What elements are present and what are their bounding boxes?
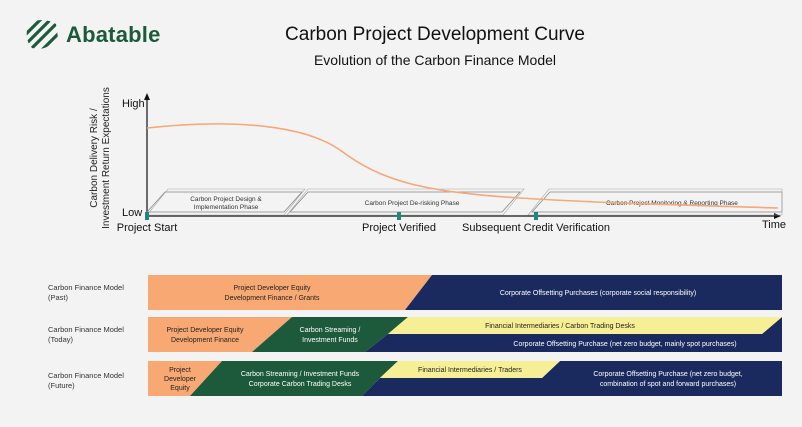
phase-design-box-outer (146, 188, 306, 216)
phase-design-label-line2: Implementation Phase (194, 204, 259, 211)
logo-text: Abatable (66, 22, 161, 47)
today-navy-segment (365, 317, 782, 352)
phase-design-box (146, 191, 303, 213)
past-navy-text: Corporate Offsetting Purchases (corporat… (500, 290, 696, 297)
future-navy-text-2: combination of spot and forward purchase… (600, 381, 736, 388)
y-axis-arrow-icon (144, 93, 150, 100)
future-navy-text-1: Corporate Offsetting Purchase (net zero … (593, 371, 742, 378)
phase-derisking-label: Carbon Project De-risking Phase (365, 200, 460, 207)
row-today-label-line2: (Today) (48, 335, 74, 344)
x-axis-arrow-icon (774, 213, 781, 219)
row-future-label-line1: Carbon Finance Model (48, 371, 124, 380)
phase-monitoring-label: Carbon Project Monitoring & Reporting Ph… (606, 200, 738, 207)
today-yellow-segment (388, 317, 782, 334)
finance-models: Carbon Finance Model (Past) Carbon Finan… (48, 275, 782, 396)
development-curve-chart: Carbon Delivery Risk / Investment Return… (89, 87, 786, 234)
today-green-text-1: Carbon Streaming / (300, 327, 361, 334)
y-low-label: Low (122, 207, 142, 219)
phase-derisking-box-outer (286, 188, 525, 216)
milestone-subsequent-verification: Subsequent Credit Verification (462, 222, 610, 234)
future-green-text-1: Carbon Streaming / Investment Funds (241, 371, 360, 378)
row-today-label-line1: Carbon Finance Model (48, 325, 124, 334)
past-orange-segment (148, 275, 432, 310)
page-title: Carbon Project Development Curve (285, 24, 585, 45)
row-past-label-line1: Carbon Finance Model (48, 283, 124, 292)
abatable-stripes-logo-icon (26, 20, 59, 49)
today-yellow-text: Financial Intermediaries / Carbon Tradin… (485, 323, 635, 330)
past-orange-text-2: Development Finance / Grants (225, 295, 320, 302)
logo: Abatable (24, 18, 161, 52)
milestone-marker-verified (397, 212, 401, 220)
today-orange-text-2: Development Finance (171, 337, 239, 344)
phase-design-label-line1: Carbon Project Design & (190, 196, 262, 203)
phase-monitoring-box-outer (527, 188, 783, 216)
future-orange-segment (148, 361, 222, 396)
future-orange-text-3: Equity (170, 385, 190, 392)
future-yellow-text: Financial Intermediaries / Traders (418, 367, 522, 374)
row-future-bar: Project Developer Equity Carbon Streamin… (148, 361, 782, 396)
risk-curve (146, 123, 779, 209)
y-axis-label-line2: Investment Return Expectations (101, 87, 112, 229)
future-green-segment (190, 361, 398, 396)
today-green-text-2: Investment Funds (302, 337, 358, 344)
past-orange-text-1: Project Developer Equity (233, 285, 311, 292)
today-orange-segment (148, 317, 292, 352)
future-navy-segment (362, 361, 782, 396)
today-green-segment (252, 317, 408, 352)
milestone-marker-subsequent (534, 212, 538, 220)
phase-derisking-box (289, 191, 521, 213)
row-past-bar: Project Developer Equity Development Fin… (148, 275, 782, 310)
milestone-marker-start (145, 212, 149, 220)
today-orange-text-1: Project Developer Equity (166, 327, 244, 334)
page-subtitle: Evolution of the Carbon Finance Model (313, 52, 557, 68)
milestone-project-start: Project Start (117, 222, 178, 234)
x-end-label: Time (762, 219, 786, 231)
row-past-label-line2: (Past) (48, 293, 69, 302)
past-navy-segment (405, 275, 782, 310)
row-today-bar: Project Developer Equity Development Fin… (148, 317, 782, 352)
today-navy-text: Corporate Offsetting Purchase (net zero … (513, 341, 736, 348)
future-orange-text-1: Project (169, 367, 191, 374)
future-yellow-segment (380, 361, 560, 378)
milestone-project-verified: Project Verified (362, 222, 436, 234)
row-future-label-line2: (Future) (48, 381, 75, 390)
future-green-text-2: Corporate Carbon Trading Desks (249, 381, 352, 388)
future-orange-text-2: Developer (164, 376, 197, 383)
y-high-label: High (122, 98, 145, 110)
y-axis-label-line1: Carbon Delivery Risk / (89, 108, 100, 208)
